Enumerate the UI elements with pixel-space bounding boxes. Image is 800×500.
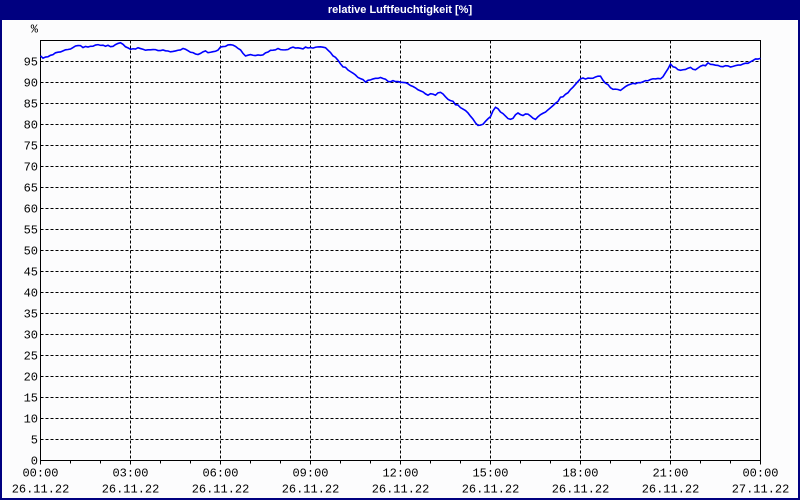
- svg-text:21:00: 21:00: [652, 467, 688, 481]
- svg-text:26.11.22: 26.11.22: [12, 483, 70, 497]
- svg-text:%: %: [31, 23, 39, 37]
- svg-text:85: 85: [24, 98, 38, 112]
- svg-text:70: 70: [24, 161, 38, 175]
- svg-text:26.11.22: 26.11.22: [192, 483, 250, 497]
- svg-text:26.11.22: 26.11.22: [462, 483, 520, 497]
- svg-text:00:00: 00:00: [742, 467, 778, 481]
- svg-text:26.11.22: 26.11.22: [372, 483, 430, 497]
- svg-text:45: 45: [24, 266, 38, 280]
- svg-text:26.11.22: 26.11.22: [552, 483, 610, 497]
- svg-text:95: 95: [24, 56, 38, 70]
- svg-text:5: 5: [31, 434, 38, 448]
- svg-text:25: 25: [24, 350, 38, 364]
- svg-text:03:00: 03:00: [112, 467, 148, 481]
- svg-text:27.11.22: 27.11.22: [732, 483, 790, 497]
- svg-text:20: 20: [24, 371, 38, 385]
- svg-text:10: 10: [24, 413, 38, 427]
- svg-text:26.11.22: 26.11.22: [282, 483, 340, 497]
- svg-text:60: 60: [24, 203, 38, 217]
- svg-text:55: 55: [24, 224, 38, 238]
- svg-text:35: 35: [24, 308, 38, 322]
- svg-text:18:00: 18:00: [562, 467, 598, 481]
- svg-text:40: 40: [24, 287, 38, 301]
- svg-text:50: 50: [24, 245, 38, 259]
- svg-text:90: 90: [24, 77, 38, 91]
- svg-text:15:00: 15:00: [472, 467, 508, 481]
- svg-text:75: 75: [24, 140, 38, 154]
- svg-text:09:00: 09:00: [292, 467, 328, 481]
- svg-text:26.11.22: 26.11.22: [642, 483, 700, 497]
- svg-text:06:00: 06:00: [202, 467, 238, 481]
- svg-text:65: 65: [24, 182, 38, 196]
- svg-text:15: 15: [24, 392, 38, 406]
- svg-text:80: 80: [24, 119, 38, 133]
- svg-text:30: 30: [24, 329, 38, 343]
- svg-text:26.11.22: 26.11.22: [102, 483, 160, 497]
- svg-text:00:00: 00:00: [22, 467, 58, 481]
- svg-text:12:00: 12:00: [382, 467, 418, 481]
